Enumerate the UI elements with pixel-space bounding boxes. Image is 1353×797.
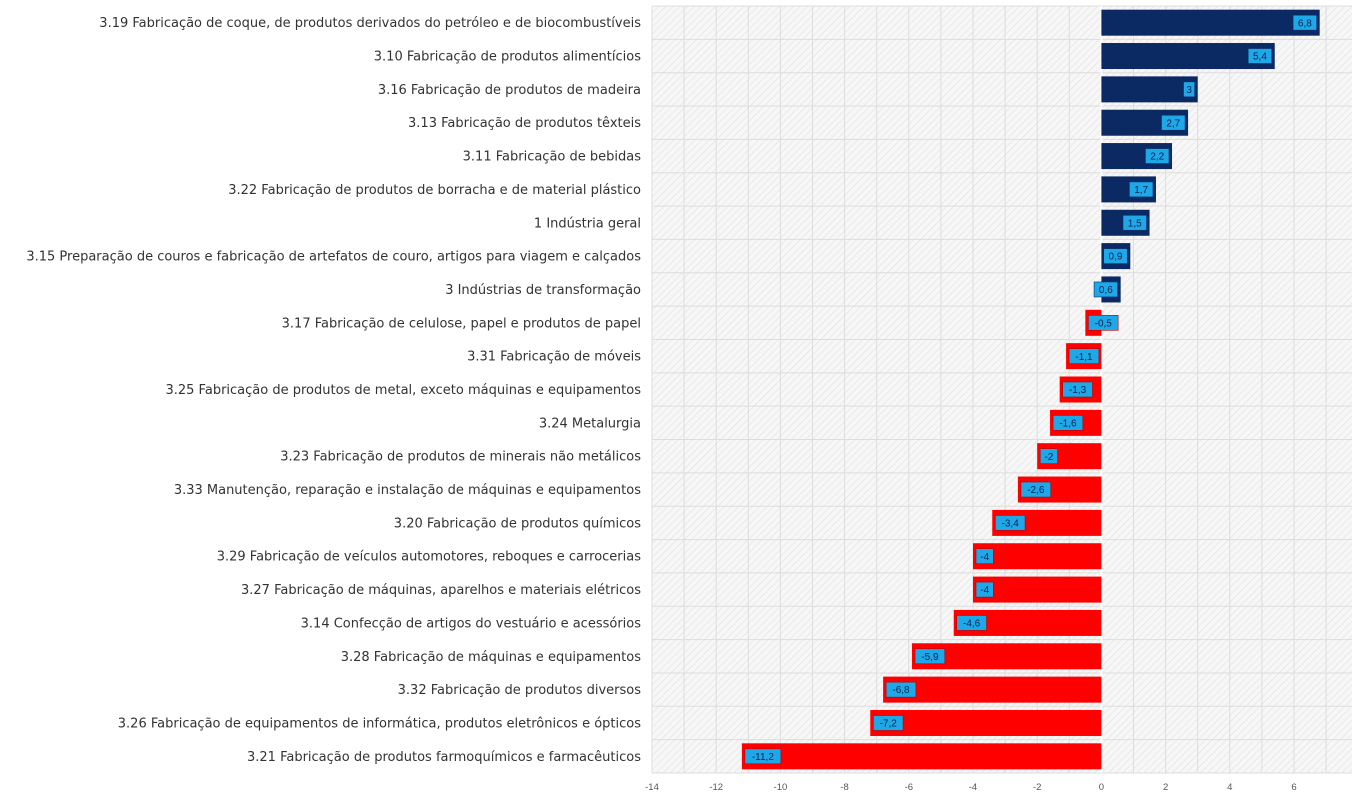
x-tick-label: -8	[840, 782, 848, 793]
data-label-box	[1068, 348, 1100, 364]
data-label-box	[1088, 315, 1119, 331]
x-tick-label: -10	[774, 782, 788, 793]
category-label: 3.15 Preparação de couros e fabricação d…	[26, 250, 641, 265]
data-label-box	[872, 715, 904, 731]
data-label: -5,9	[921, 652, 939, 663]
bar	[883, 676, 1102, 703]
category-label: 3.29 Fabricação de veículos automotores,…	[217, 550, 642, 565]
data-label: -2	[1044, 452, 1053, 463]
bar	[741, 743, 1102, 770]
x-tick-labels: -14 -12 -10 -8 -6 -4 -2 0 2 4 6	[645, 782, 1297, 793]
data-label-box	[914, 648, 946, 665]
category-label: 1 Indústria geral	[534, 216, 641, 231]
data-label-box	[975, 548, 994, 565]
data-label-box	[1122, 214, 1147, 231]
category-label: 3.33 Manutenção, reparação e instalação …	[174, 483, 641, 498]
data-label: -4	[980, 552, 989, 563]
data-label: 3	[1186, 85, 1192, 96]
data-label-box	[1093, 281, 1118, 298]
data-label: -6,8	[892, 685, 910, 696]
bar	[973, 543, 1102, 570]
data-label-box	[1145, 148, 1170, 164]
bar	[973, 576, 1102, 603]
data-label: -3,4	[1002, 518, 1020, 529]
category-label: 3.20 Fabricação de produtos químicos	[394, 516, 641, 531]
data-label: -7,2	[880, 719, 898, 730]
data-label-box	[1161, 114, 1186, 131]
bars: 6,8 5,4 3 2,7 2,2 1,7 1,5 0,9 0,6 -0,5 -1,1 -1,3 -1,…	[741, 9, 1320, 770]
data-label-box	[994, 515, 1026, 531]
bar	[1101, 76, 1198, 103]
bar	[870, 709, 1102, 736]
category-label: 3.14 Confecção de artigos do vestuário e…	[301, 616, 642, 631]
data-label: -2,6	[1027, 485, 1045, 496]
x-tick-label: 0	[1099, 782, 1104, 793]
category-label: 3.13 Fabricação de produtos têxteis	[408, 116, 641, 131]
data-label: -4	[980, 585, 989, 596]
data-label-box	[956, 615, 987, 631]
data-label: 0,6	[1099, 285, 1113, 296]
x-tick-label: -4	[969, 782, 977, 793]
data-label-box	[885, 681, 917, 698]
category-label: 3.11 Fabricação de bebidas	[463, 150, 642, 165]
bar	[1101, 9, 1320, 36]
x-tick-label: -14	[645, 782, 659, 793]
data-label: -1,1	[1075, 352, 1093, 363]
data-label-box	[1039, 448, 1058, 464]
category-label: 3.19 Fabricação de coque, de produtos de…	[99, 16, 641, 31]
category-label: 3.23 Fabricação de produtos de minerais …	[280, 450, 641, 465]
bar	[1101, 43, 1275, 70]
data-label-box	[1103, 248, 1128, 264]
x-tick-label: 4	[1227, 782, 1232, 793]
data-label: -11,2	[752, 752, 774, 763]
category-label: 3.28 Fabricação de máquinas e equipament…	[341, 650, 641, 665]
data-label: 6,8	[1298, 18, 1312, 29]
data-label: 5,4	[1253, 52, 1267, 63]
category-label: 3.17 Fabricação de celulose, papel e pro…	[282, 316, 641, 331]
data-label-box	[1062, 381, 1093, 398]
category-label: 3.31 Fabricação de móveis	[467, 350, 641, 365]
data-label: 2,7	[1166, 118, 1180, 129]
category-label: 3.26 Fabricação de equipamentos de infor…	[118, 716, 641, 731]
data-label-box	[1020, 481, 1052, 498]
data-label-box	[1129, 181, 1154, 198]
data-label: -0,5	[1095, 318, 1113, 329]
category-label: 3.21 Fabricação de produtos farmoquímico…	[247, 750, 641, 765]
x-tick-label: -2	[1033, 782, 1041, 793]
data-label: 1,7	[1134, 185, 1148, 196]
data-label-box	[744, 748, 782, 765]
category-label: 3.22 Fabricação de produtos de borracha …	[228, 183, 641, 198]
data-label: 0,9	[1109, 252, 1123, 263]
x-tick-label: 6	[1291, 782, 1296, 793]
x-tick-label: -6	[905, 782, 913, 793]
data-label-box	[1052, 415, 1084, 431]
category-label: 3.10 Fabricação de produtos alimentícios	[374, 50, 641, 65]
x-tick-label: -12	[709, 782, 723, 793]
data-label-box	[975, 581, 994, 598]
data-label: 1,5	[1128, 218, 1142, 229]
data-label: -1,3	[1069, 385, 1087, 396]
data-label-box	[1183, 81, 1195, 98]
category-label: 3.25 Fabricação de produtos de metal, ex…	[165, 383, 641, 398]
category-label: 3.32 Fabricação de produtos diversos	[398, 683, 642, 698]
data-label-box	[1247, 48, 1273, 64]
category-labels: 3.19 Fabricação de coque, de produtos de…	[26, 16, 641, 765]
category-label: 3 Indústrias de transformação	[445, 283, 641, 298]
category-label: 3.16 Fabricação de produtos de madeira	[378, 83, 641, 98]
data-label: -1,6	[1059, 418, 1077, 429]
data-label: 2,2	[1150, 152, 1164, 163]
data-label-box	[1292, 14, 1317, 31]
x-tick-label: 2	[1163, 782, 1168, 793]
data-label: -4,6	[963, 619, 981, 630]
category-label: 3.27 Fabricação de máquinas, aparelhos e…	[241, 583, 641, 598]
category-label: 3.24 Metalurgia	[539, 416, 641, 431]
